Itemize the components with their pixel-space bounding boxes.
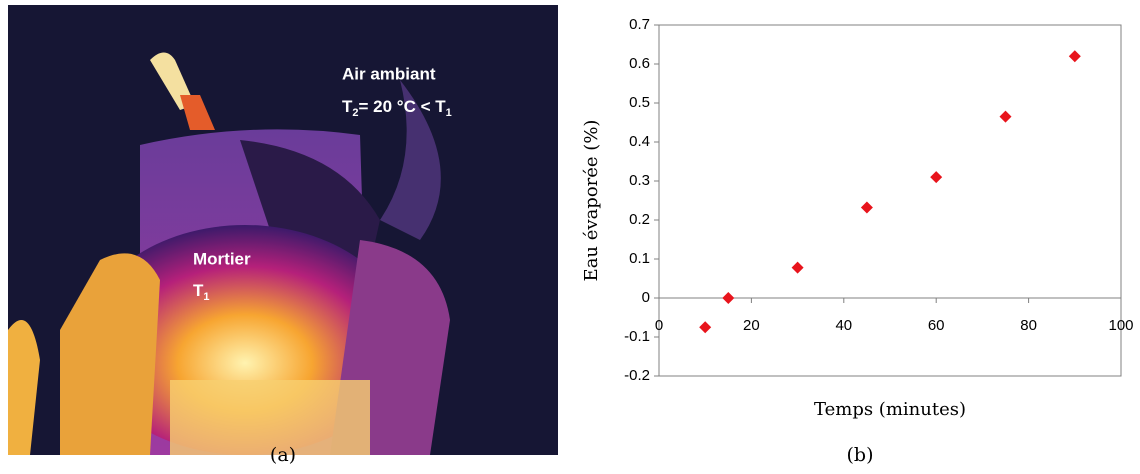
y-tick-label: 0.4	[629, 133, 650, 150]
air-temp: T2= 20 °C < T1	[342, 97, 452, 118]
y-tick-label: 0.5	[629, 94, 650, 111]
plot-frame	[658, 24, 1122, 377]
point	[860, 201, 873, 214]
y-tick-label: 0.1	[629, 250, 650, 267]
point	[999, 110, 1012, 123]
x-tick-label: 60	[928, 317, 945, 334]
point	[930, 171, 943, 184]
point	[1068, 50, 1081, 63]
x-tick-label: 20	[743, 317, 760, 334]
y-tick-label: -0.2	[624, 367, 650, 384]
y-tick-label: 0.3	[629, 172, 650, 189]
x-tick-label: 100	[1108, 317, 1133, 334]
mortar-label: Mortier	[193, 249, 251, 268]
y-tick-label: -0.1	[624, 328, 650, 345]
x-tick-label: 80	[1020, 317, 1037, 334]
y-tick-label: 0	[642, 289, 650, 306]
point	[699, 321, 712, 334]
caption: (b)	[847, 444, 874, 466]
x-tick-label: 0	[655, 317, 663, 334]
point	[722, 292, 735, 304]
y-tick-label: 0.2	[629, 211, 650, 228]
x-tick-label: 40	[835, 317, 852, 334]
chart: -0.2 -0.1 0 0.1 0.2 0.3 0.4 0.5 0.6 0.7 0 20 40 60 80 1…	[581, 16, 1134, 420]
air-label: Air ambiant	[342, 64, 436, 83]
y-tick-label: 0.7	[629, 16, 650, 33]
caption: (a)	[270, 444, 296, 466]
x-axis-title: Temps (minutes)	[814, 399, 966, 420]
point	[791, 261, 804, 274]
mortar-temp: T1	[193, 281, 210, 302]
thermal-image: Air ambiant T2= 20 °C < T1 Mortier T1	[8, 5, 558, 455]
y-tick-label: 0.6	[629, 55, 650, 72]
y-axis-title: Eau évaporée (%)	[581, 120, 602, 282]
